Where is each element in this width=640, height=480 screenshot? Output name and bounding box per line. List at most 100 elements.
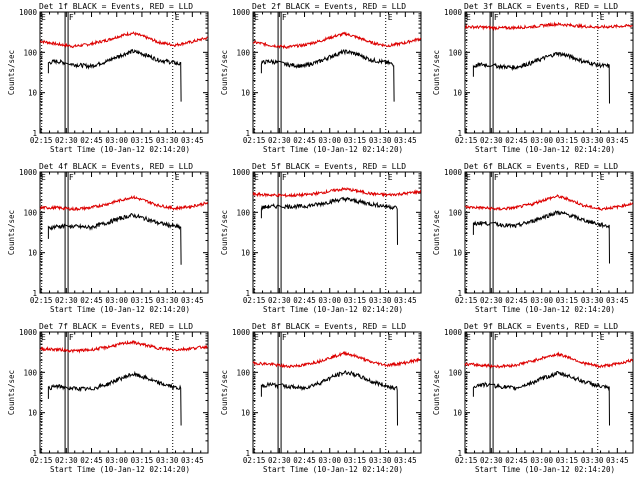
marker-label-e: E [175,173,180,182]
marker-label-f: F [494,173,499,182]
x-tick-label: 02:45 [293,456,316,465]
plot-frame [252,11,422,134]
marker-label-f: F [69,173,74,182]
x-axis-title: Start Time (10-Jan-12 02:14:20) [50,145,190,154]
x-tick-label: 03:00 [530,296,553,305]
marker-label-e: E [41,13,46,22]
chart-panel-5: Det 5f BLACK = Events, RED = LLD 1 10 100 10… [220,162,422,314]
x-tick-label: 02:15 [30,296,53,305]
y-tick-label: 1 [32,449,37,458]
chart-title: Det 8f BLACK = Events, RED = LLD [252,322,406,331]
y-tick-label: 1 [245,129,250,138]
x-tick-label: 02:15 [30,456,53,465]
y-axis-title: Counts/sec [7,50,16,95]
y-tick-label: 1 [32,129,37,138]
chart-title: Det 1f BLACK = Events, RED = LLD [39,2,193,11]
x-tick-label: 03:30 [581,136,604,145]
marker-label-e: E [600,13,605,22]
x-tick-label: 03:30 [581,456,604,465]
lld-series-line [464,351,634,369]
x-tick-label: 02:45 [80,296,103,305]
x-tick-label: 02:15 [30,136,53,145]
x-tick-label: 03:30 [156,296,179,305]
marker-label-f: F [69,333,74,342]
y-tick-label: 1 [32,289,37,298]
x-tick-label: 03:00 [318,296,341,305]
plot-frame [39,11,209,134]
y-axis-title: Counts/sec [220,50,229,95]
chart-panel-2: Det 2f BLACK = Events, RED = LLD 1 10 100 10… [220,2,422,154]
y-tick-label: 10 [28,409,38,418]
x-tick-label: 03:30 [156,136,179,145]
y-tick-label: 100 [448,368,462,377]
events-series-line [472,371,610,426]
x-tick-label: 03:15 [556,456,579,465]
x-tick-label: 02:30 [480,456,503,465]
events-series-line [47,213,182,265]
marker-label-e: E [254,173,259,182]
y-tick-label: 100 [236,48,250,57]
x-tick-label: 03:15 [344,296,367,305]
x-tick-label: 02:30 [55,136,78,145]
x-tick-label: 02:30 [55,296,78,305]
x-tick-label: 02:45 [505,136,528,145]
y-tick-label: 10 [28,89,38,98]
x-tick-label: 03:15 [131,136,154,145]
y-tick-label: 1 [245,449,250,458]
x-tick-label: 03:45 [394,136,417,145]
marker-label-e: E [466,333,471,342]
marker-label-e: E [175,13,180,22]
x-tick-label: 02:30 [268,456,291,465]
y-tick-label: 100 [23,368,37,377]
marker-label-e: E [388,333,393,342]
x-tick-label: 03:00 [105,136,128,145]
x-axis-title: Start Time (10-Jan-12 02:14:20) [263,305,403,314]
y-tick-label: 10 [241,249,251,258]
y-tick-label: 10 [453,89,463,98]
chart-panel-3: Det 3f BLACK = Events, RED = LLD 1 10 100 10… [432,2,634,154]
x-tick-label: 03:45 [606,456,629,465]
y-tick-label: 10 [453,249,463,258]
y-tick-label: 100 [236,368,250,377]
x-tick-label: 03:30 [369,136,392,145]
x-tick-label: 02:15 [243,136,266,145]
y-axis-title: Counts/sec [432,50,441,95]
x-axis-title: Start Time (10-Jan-12 02:14:20) [475,305,615,314]
lld-series-line [39,194,209,212]
y-tick-label: 100 [23,48,37,57]
y-axis-title: Counts/sec [220,370,229,415]
y-tick-label: 1 [245,289,250,298]
x-tick-label: 03:00 [530,136,553,145]
y-axis-title: Counts/sec [220,210,229,255]
lld-series-line [252,186,422,199]
x-axis-title: Start Time (10-Jan-12 02:14:20) [263,465,403,474]
y-tick-label: 1000 [19,8,38,17]
events-series-line [47,370,182,426]
marker-label-e: E [388,13,393,22]
x-tick-label: 03:30 [156,456,179,465]
chart-title: Det 5f BLACK = Events, RED = LLD [252,162,406,171]
x-axis-title: Start Time (10-Jan-12 02:14:20) [475,465,615,474]
x-axis-title: Start Time (10-Jan-12 02:14:20) [475,145,615,154]
y-tick-label: 1 [457,449,462,458]
marker-label-e: E [466,13,471,22]
marker-label-e: E [175,333,180,342]
events-series-line [47,48,182,102]
marker-label-e: E [466,173,471,182]
plot-frame [39,331,209,454]
lld-series-line [39,339,208,354]
marker-label-e: E [254,13,259,22]
y-tick-label: 10 [28,249,38,258]
y-axis-title: Counts/sec [432,210,441,255]
lld-series-line [252,31,422,50]
x-axis-title: Start Time (10-Jan-12 02:14:20) [50,305,190,314]
chart-title: Det 7f BLACK = Events, RED = LLD [39,322,193,331]
events-series-line [260,48,395,102]
chart-title: Det 2f BLACK = Events, RED = LLD [252,2,406,11]
marker-label-f: F [494,333,499,342]
x-tick-label: 03:00 [105,456,128,465]
x-tick-label: 03:45 [181,296,204,305]
x-tick-label: 02:45 [293,296,316,305]
chart-panel-8: Det 8f BLACK = Events, RED = LLD 1 10 100 10… [220,322,422,474]
chart-title: Det 9f BLACK = Events, RED = LLD [464,322,618,331]
